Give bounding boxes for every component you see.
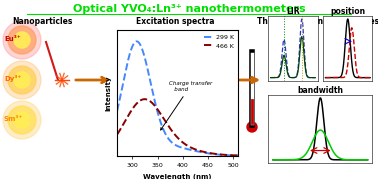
Text: Nanoparticles: Nanoparticles	[12, 16, 72, 25]
Title: position: position	[330, 7, 365, 16]
299 K	[135, 40, 139, 42]
X-axis label: Wavelength (nm): Wavelength (nm)	[143, 174, 212, 179]
Circle shape	[3, 61, 41, 99]
Text: Thermal sensing techniques: Thermal sensing techniques	[257, 16, 378, 25]
Legend: 299 K, 466 K: 299 K, 466 K	[203, 33, 235, 50]
Text: Optical YVO₄:Ln³⁺ nanothermometers: Optical YVO₄:Ln³⁺ nanothermometers	[73, 4, 305, 14]
299 K	[196, 150, 200, 153]
299 K	[236, 154, 240, 157]
Text: Charge transfer
   band: Charge transfer band	[161, 81, 212, 130]
Circle shape	[14, 32, 30, 48]
Circle shape	[8, 26, 36, 54]
466 K	[143, 98, 147, 100]
Line: 466 K: 466 K	[117, 99, 238, 156]
Circle shape	[3, 21, 41, 59]
Circle shape	[8, 66, 36, 94]
Text: Excitation spectra: Excitation spectra	[136, 16, 214, 25]
466 K	[186, 145, 191, 147]
299 K	[186, 148, 191, 151]
Text: Dy³⁺: Dy³⁺	[4, 76, 21, 83]
466 K	[206, 152, 211, 154]
466 K	[196, 149, 200, 151]
Circle shape	[247, 122, 257, 132]
Title: bandwidth: bandwidth	[297, 86, 343, 95]
Y-axis label: Intensity: Intensity	[105, 75, 112, 111]
Text: Eu³⁺: Eu³⁺	[4, 36, 21, 42]
299 K	[206, 152, 211, 154]
466 K	[170, 130, 174, 132]
299 K	[136, 42, 141, 44]
Circle shape	[3, 101, 41, 139]
Title: LIR: LIR	[286, 7, 300, 16]
466 K	[236, 154, 240, 157]
Circle shape	[8, 106, 36, 134]
299 K	[146, 72, 151, 74]
Circle shape	[14, 72, 30, 88]
466 K	[115, 133, 119, 136]
Circle shape	[14, 112, 30, 128]
Line: 299 K: 299 K	[117, 41, 238, 156]
466 K	[136, 101, 141, 103]
299 K	[170, 142, 174, 144]
299 K	[115, 110, 119, 112]
Text: Sm³⁺: Sm³⁺	[4, 116, 23, 122]
466 K	[146, 99, 151, 101]
